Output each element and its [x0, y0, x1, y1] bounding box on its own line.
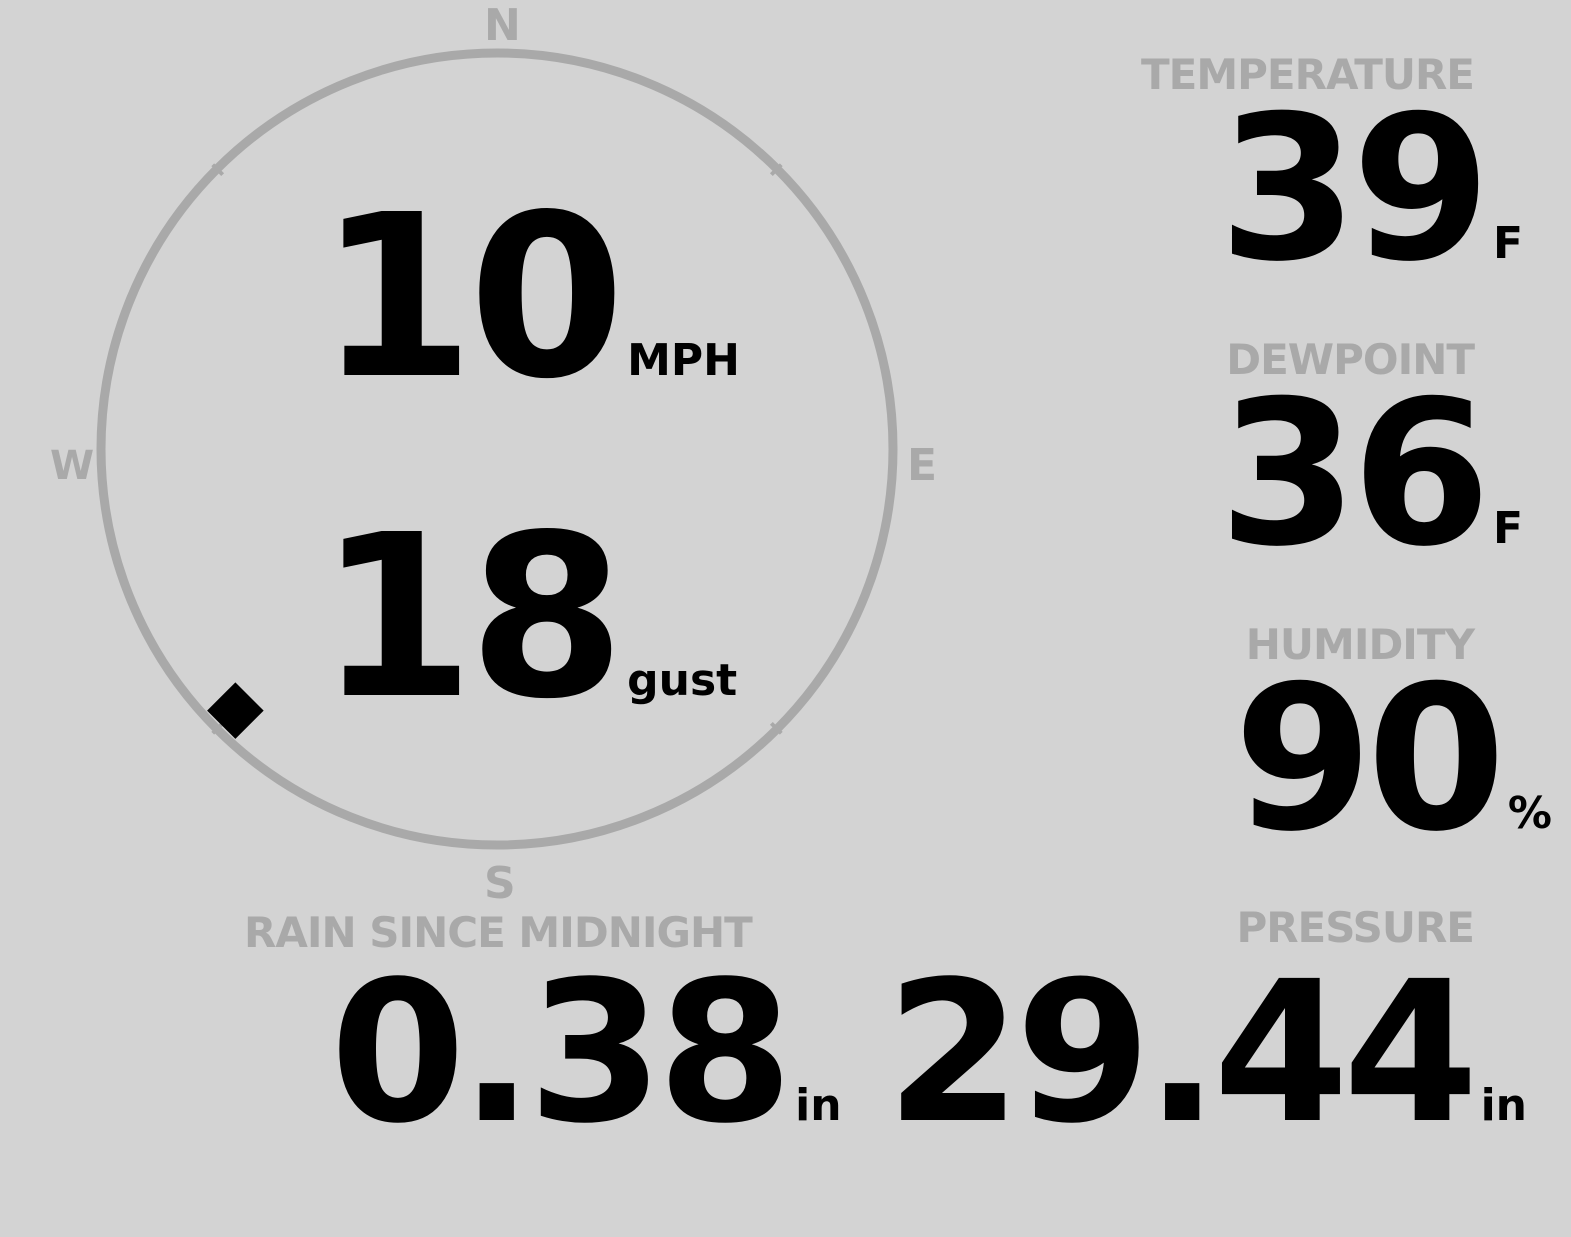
compass-tick	[769, 721, 783, 735]
dewpoint-label: DEWPOINT	[1226, 335, 1475, 384]
pressure-value: 29.44	[885, 939, 1479, 1166]
humidity-unit: %	[1507, 788, 1552, 839]
temperature-unit: F	[1492, 218, 1523, 269]
compass-tick	[769, 163, 783, 177]
humidity: 90 %	[1234, 660, 1552, 860]
humidity-label: HUMIDITY	[1245, 620, 1475, 669]
compass-tick	[211, 163, 225, 177]
rain: 0.38 in	[330, 955, 842, 1150]
temperature-label: TEMPERATURE	[1141, 50, 1475, 99]
compass-ring	[96, 48, 898, 850]
pressure-label: PRESSURE	[1236, 903, 1475, 952]
wind-gust-unit: gust	[627, 655, 738, 706]
dewpoint: 36 F	[1219, 375, 1523, 575]
compass-south: S	[484, 858, 516, 909]
compass-north: N	[484, 0, 521, 51]
temperature: 39 F	[1219, 90, 1523, 290]
rain-unit: in	[795, 1080, 842, 1131]
pressure: 29.44 in	[886, 955, 1527, 1150]
wind-speed: 10 MPH	[318, 186, 740, 411]
compass-west: W	[50, 443, 95, 489]
rain-label: RAIN SINCE MIDNIGHT	[244, 908, 753, 957]
compass-east: E	[907, 440, 938, 491]
wind-gust: 18 gust	[318, 506, 737, 731]
wind-gust-value: 18	[318, 487, 625, 749]
pressure-unit: in	[1480, 1080, 1527, 1131]
dewpoint-value: 36	[1218, 358, 1491, 591]
temperature-value: 39	[1218, 73, 1491, 306]
compass-tick	[211, 721, 225, 735]
compass-ticks	[211, 163, 783, 735]
rain-value: 0.38	[330, 939, 793, 1166]
dewpoint-unit: F	[1492, 503, 1523, 554]
humidity-value: 90	[1233, 643, 1506, 876]
wind-speed-value: 10	[318, 167, 625, 429]
wind-speed-unit: MPH	[627, 335, 740, 386]
